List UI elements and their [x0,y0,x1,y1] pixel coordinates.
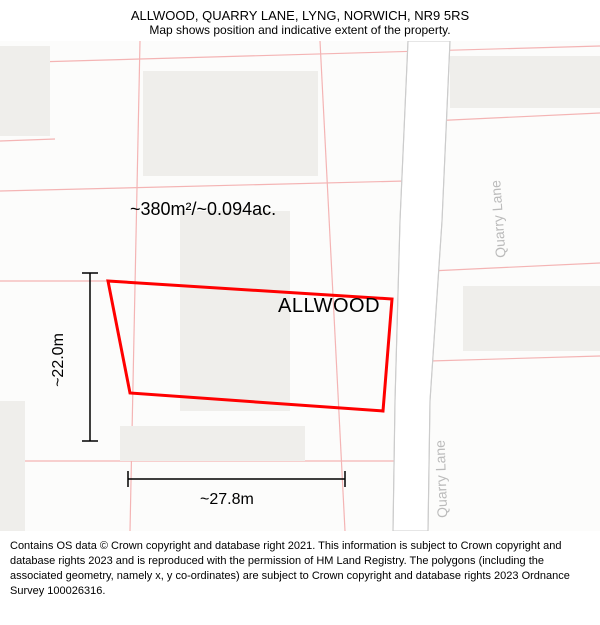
page-title: ALLWOOD, QUARRY LANE, LYNG, NORWICH, NR9… [10,8,590,23]
header: ALLWOOD, QUARRY LANE, LYNG, NORWICH, NR9… [0,0,600,41]
area-measurement-label: ~380m²/~0.094ac. [130,199,276,220]
width-dimension-label: ~27.8m [200,491,254,509]
map-canvas: ~380m²/~0.094ac. ALLWOOD ~27.8m ~22.0m Q… [0,41,600,531]
page-subtitle: Map shows position and indicative extent… [10,23,590,37]
map-svg [0,41,600,531]
height-dimension-label: ~22.0m [50,333,68,387]
road-name-label: Quarry Lane [432,440,451,518]
copyright-footer: Contains OS data © Crown copyright and d… [0,531,600,606]
property-name-label: ALLWOOD [278,295,380,318]
